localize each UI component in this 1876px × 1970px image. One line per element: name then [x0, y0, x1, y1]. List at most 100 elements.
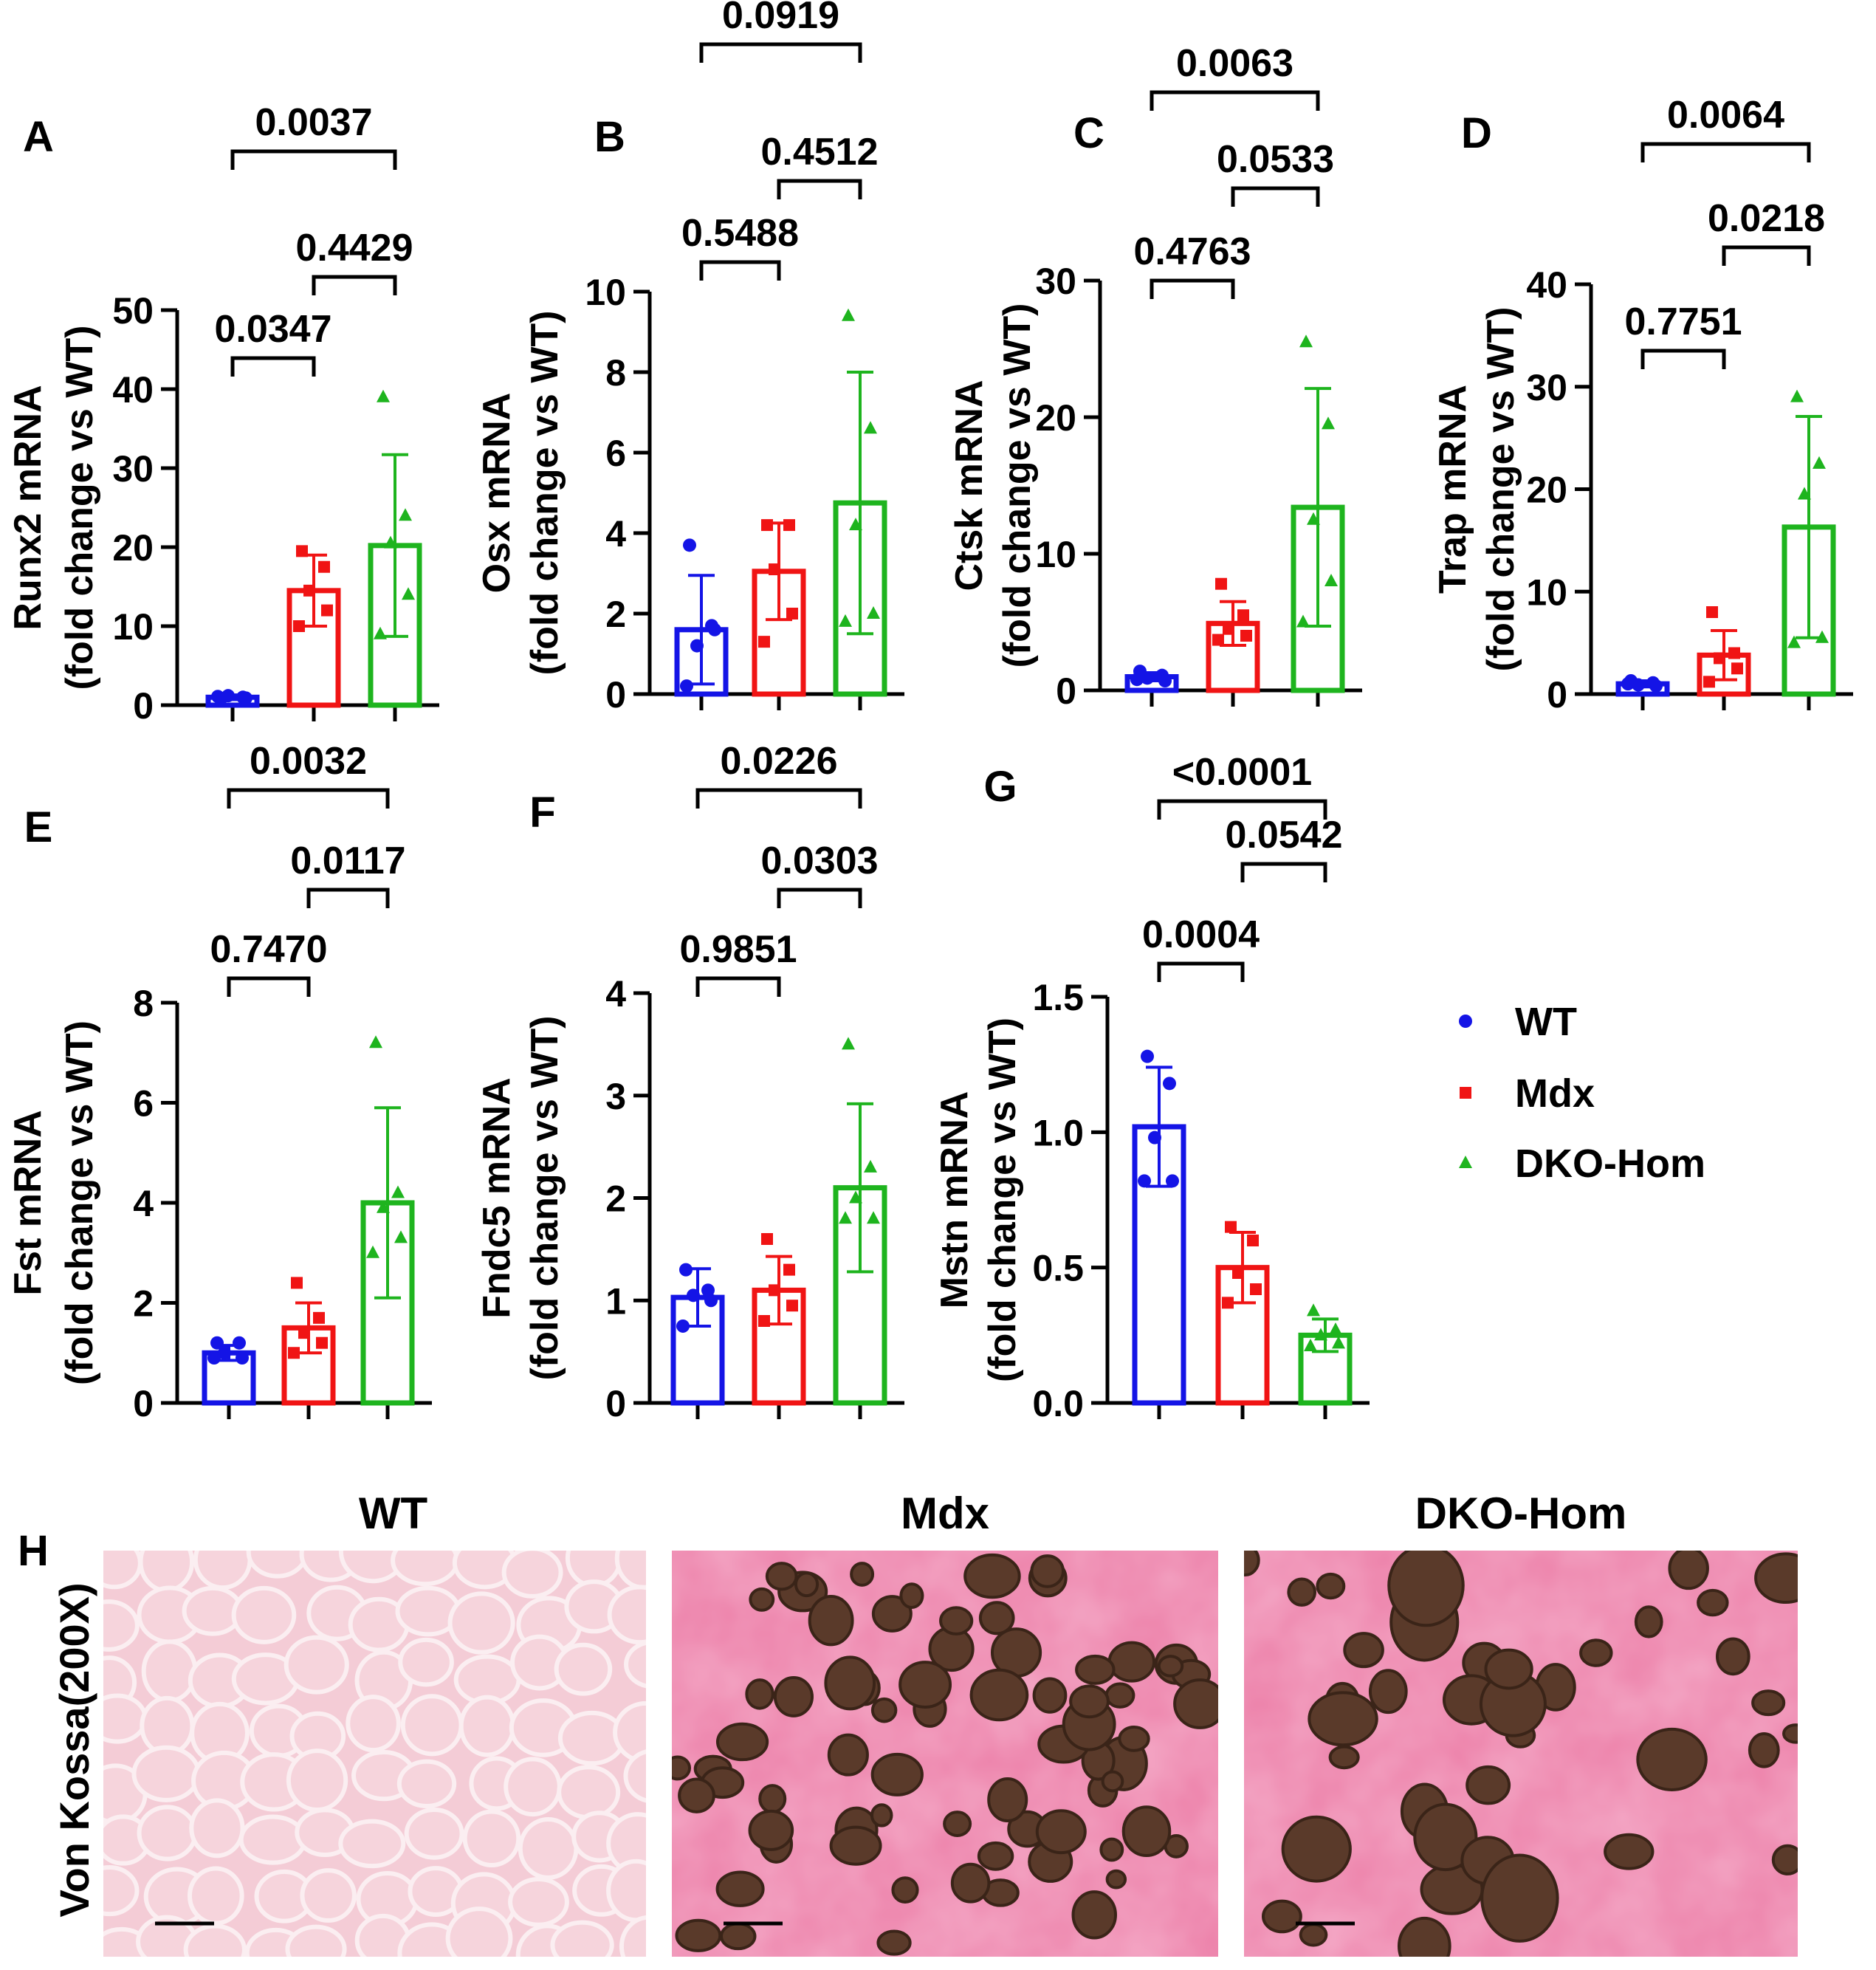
p-value-label: 0.0347: [214, 308, 331, 351]
y-axis-label: Mstn mRNA: [933, 1091, 976, 1309]
calcium-deposit: [1035, 1809, 1087, 1855]
data-point: [1787, 635, 1801, 648]
calcium-deposit: [1069, 1684, 1110, 1719]
muscle-fiber: [300, 1868, 357, 1923]
calcium-deposit: [1466, 1765, 1511, 1805]
y-tick-label: 50: [112, 290, 154, 332]
data-point: [849, 518, 862, 531]
calcium-deposit: [1071, 1890, 1117, 1940]
comparison-bracket: [1157, 961, 1245, 982]
muscle-fiber: [565, 1551, 622, 1588]
data-point: [210, 1336, 224, 1350]
p-value-label: 0.0117: [290, 840, 405, 882]
calcium-deposit: [977, 1841, 1014, 1871]
data-point: [786, 608, 798, 620]
comparison-bracket: [1722, 245, 1811, 266]
data-point: [291, 1277, 303, 1289]
data-point: [1728, 647, 1740, 659]
muscle-fiber: [623, 1749, 646, 1803]
comparison-bracket: [227, 976, 311, 997]
data-point: [1815, 630, 1829, 643]
calcium-deposit: [891, 1876, 919, 1904]
calcium-deposit: [870, 1803, 893, 1827]
y-axis-label: Ctsk mRNA: [948, 380, 991, 591]
series-mdx: [1206, 577, 1260, 693]
data-point: [296, 545, 308, 557]
data-point: [1158, 674, 1172, 688]
micrograph: [1244, 1551, 1798, 1957]
y-tick-label: 30: [1035, 261, 1076, 302]
data-point: [1237, 609, 1249, 622]
panel-letter: G: [983, 763, 1017, 811]
y-tick-label: 10: [112, 606, 154, 648]
calcium-deposit: [1782, 1723, 1798, 1744]
series-wt: [1124, 665, 1179, 693]
data-point: [1813, 456, 1826, 469]
calcium-deposit: [1748, 1732, 1780, 1768]
calcium-deposit: [715, 1722, 769, 1762]
legend-label: Mdx: [1515, 1071, 1595, 1116]
data-point: [313, 1311, 325, 1324]
data-point: [864, 421, 877, 434]
series-mdx: [752, 519, 806, 697]
calcium-deposit: [1604, 1833, 1655, 1870]
muscle-fiber: [447, 1591, 515, 1655]
panel-letter: F: [529, 789, 555, 837]
y-tick-label: 10: [1526, 572, 1567, 613]
muscle-fiber: [396, 1759, 457, 1809]
y-axis-label: Fndc5 mRNA: [475, 1077, 518, 1318]
calcium-deposit: [1715, 1637, 1750, 1676]
p-value-label: 0.0218: [1708, 197, 1825, 240]
y-tick-label: 0: [605, 1383, 626, 1424]
data-point: [704, 1294, 718, 1308]
data-point: [298, 1327, 310, 1339]
series-dko-hom: [1298, 1303, 1353, 1406]
calcium-deposit: [1032, 1677, 1068, 1714]
comparison-bracket: [306, 888, 390, 908]
data-point: [849, 1190, 862, 1204]
y-tick-label: 0.0: [1032, 1383, 1084, 1424]
data-point: [1304, 1339, 1317, 1351]
y-tick-label: 10: [585, 272, 626, 313]
muscle-fiber: [338, 1819, 406, 1869]
muscle-fiber: [614, 1551, 646, 1590]
data-point: [207, 1351, 221, 1365]
data-point: [683, 538, 696, 552]
data-point: [377, 1200, 390, 1213]
data-point: [303, 584, 315, 597]
data-point: [1307, 1303, 1320, 1317]
calcium-deposit: [870, 1697, 898, 1723]
series-dko-hom: [368, 389, 422, 708]
data-point: [366, 1245, 379, 1258]
micrograph: [103, 1551, 646, 1957]
data-point: [1247, 1235, 1259, 1246]
muscle-fiber: [246, 1551, 309, 1579]
y-tick-label: 30: [1526, 367, 1567, 408]
legend-item-wt: WT: [1459, 1000, 1577, 1044]
data-point: [394, 1230, 408, 1243]
calcium-deposit: [1368, 1669, 1408, 1715]
y-tick-label: 6: [133, 1083, 154, 1125]
micrograph: [672, 1551, 1218, 1957]
calcium-deposit: [969, 1668, 1029, 1722]
y-tick-label: 20: [1526, 470, 1567, 511]
legend-label: DKO-Hom: [1515, 1142, 1705, 1186]
data-point: [1307, 512, 1320, 525]
legend-marker: [1459, 1156, 1472, 1168]
panel-letter: B: [594, 113, 625, 161]
data-point: [842, 1037, 855, 1050]
data-point: [1212, 634, 1224, 646]
calcium-deposit: [719, 1922, 757, 1951]
muscle-fiber: [189, 1798, 245, 1859]
calcium-deposit: [1484, 1648, 1533, 1690]
data-point: [402, 587, 415, 600]
data-point: [1649, 679, 1663, 693]
muscle-fiber: [501, 1551, 563, 1599]
muscle-fiber: [607, 1585, 646, 1645]
data-point: [1329, 1322, 1342, 1335]
y-axis-label: Runx2 mRNA: [7, 385, 49, 630]
data-point: [377, 389, 390, 402]
muscle-fiber: [458, 1695, 516, 1757]
panel-d: D Trap mRNA (fold change vs WT) 0 10 20 30 40 0.…: [1432, 94, 1853, 715]
